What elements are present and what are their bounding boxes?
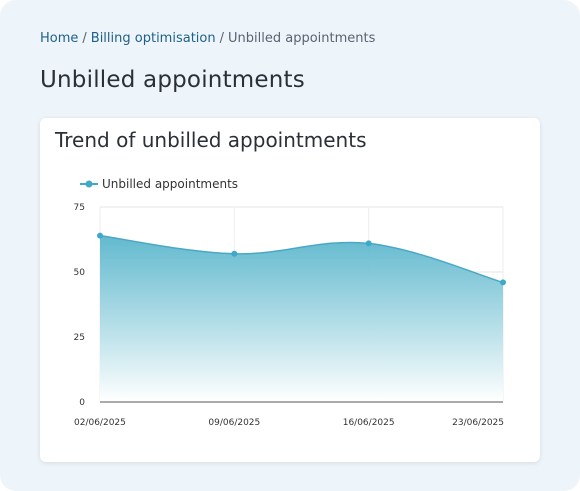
series-points bbox=[97, 232, 506, 286]
series-area bbox=[100, 235, 503, 402]
x-tick-label: 16/06/2025 bbox=[343, 418, 395, 428]
page-title: Unbilled appointments bbox=[40, 67, 305, 93]
data-point[interactable] bbox=[231, 250, 238, 257]
chart-card-title: Trend of unbilled appointments bbox=[55, 128, 367, 152]
x-axis-ticks: 02/06/2025 09/06/2025 16/06/2025 23/06/2025 bbox=[74, 418, 504, 428]
breadcrumb-home-link[interactable]: Home bbox=[40, 31, 79, 46]
data-point[interactable] bbox=[97, 232, 103, 239]
x-tick-label: 23/06/2025 bbox=[452, 418, 504, 428]
data-point[interactable] bbox=[365, 240, 372, 247]
breadcrumb-separator: / bbox=[82, 31, 87, 46]
y-axis-ticks: 0 25 50 75 bbox=[74, 203, 86, 408]
series-line bbox=[99, 234, 504, 284]
y-tick-label: 0 bbox=[79, 398, 85, 408]
chart-legend[interactable]: Unbilled appointments bbox=[80, 177, 238, 191]
chart-card: Trend of unbilled appointments 0 25 50 75 0… bbox=[40, 118, 540, 462]
legend-label: Unbilled appointments bbox=[102, 177, 238, 191]
y-tick-label: 75 bbox=[74, 203, 85, 213]
breadcrumb-separator: / bbox=[219, 31, 224, 46]
data-point[interactable] bbox=[500, 279, 506, 286]
area-chart: 0 25 50 75 02/06/2025 09/06/2025 16/06/2025 23… bbox=[74, 177, 506, 428]
breadcrumb-current: Unbilled appointments bbox=[228, 31, 376, 46]
y-tick-label: 50 bbox=[74, 268, 86, 278]
y-tick-label: 25 bbox=[74, 333, 85, 343]
x-tick-label: 09/06/2025 bbox=[208, 418, 260, 428]
breadcrumb-billing-link[interactable]: Billing optimisation bbox=[90, 31, 216, 46]
legend-dot-marker bbox=[85, 180, 93, 188]
x-tick-label: 02/06/2025 bbox=[74, 418, 126, 428]
breadcrumb: Home / Billing optimisation / Unbilled appoi… bbox=[40, 31, 375, 46]
